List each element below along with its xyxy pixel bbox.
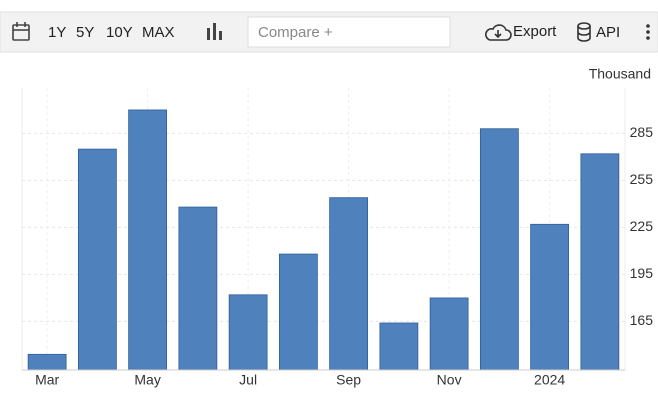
bar: [329, 197, 369, 371]
y-tick-label: 165: [630, 312, 654, 328]
compare-input[interactable]: [247, 16, 451, 48]
y-tick-label: 195: [630, 265, 654, 281]
bar: [228, 294, 268, 371]
unit-label: Thousand: [589, 66, 651, 82]
range-1y[interactable]: 1Y: [48, 24, 66, 41]
compare-placeholder: Compare +: [258, 24, 333, 41]
bar: [379, 322, 419, 371]
export-icon[interactable]: [485, 24, 512, 41]
x-tick-label: Jul: [239, 372, 257, 388]
bar: [27, 353, 67, 371]
y-tick-label: 285: [630, 124, 654, 140]
range-5y[interactable]: 5Y: [76, 24, 94, 41]
y-tick-label: 255: [630, 171, 654, 187]
bar: [429, 297, 469, 371]
bar: [178, 206, 218, 371]
y-tick-label: 225: [630, 218, 654, 234]
more-menu[interactable]: [646, 24, 650, 40]
x-tick-label: Nov: [437, 372, 462, 388]
bar: [128, 109, 168, 371]
x-tick-label: Mar: [35, 372, 59, 388]
bar: [580, 153, 620, 371]
range-10y[interactable]: 10Y: [106, 24, 133, 41]
export-button[interactable]: Export: [513, 23, 557, 40]
x-tick-label: Sep: [336, 372, 361, 388]
chart-type-icon[interactable]: [207, 23, 222, 40]
api-icon[interactable]: [577, 22, 591, 42]
bar: [530, 223, 570, 371]
x-tick-label: May: [134, 372, 160, 388]
api-button[interactable]: API: [596, 24, 620, 41]
bar: [479, 128, 519, 371]
x-tick-label: 2024: [534, 372, 565, 388]
bar: [77, 148, 117, 371]
calendar-icon[interactable]: [12, 22, 30, 41]
bar: [278, 253, 318, 371]
range-max[interactable]: MAX: [142, 24, 175, 41]
